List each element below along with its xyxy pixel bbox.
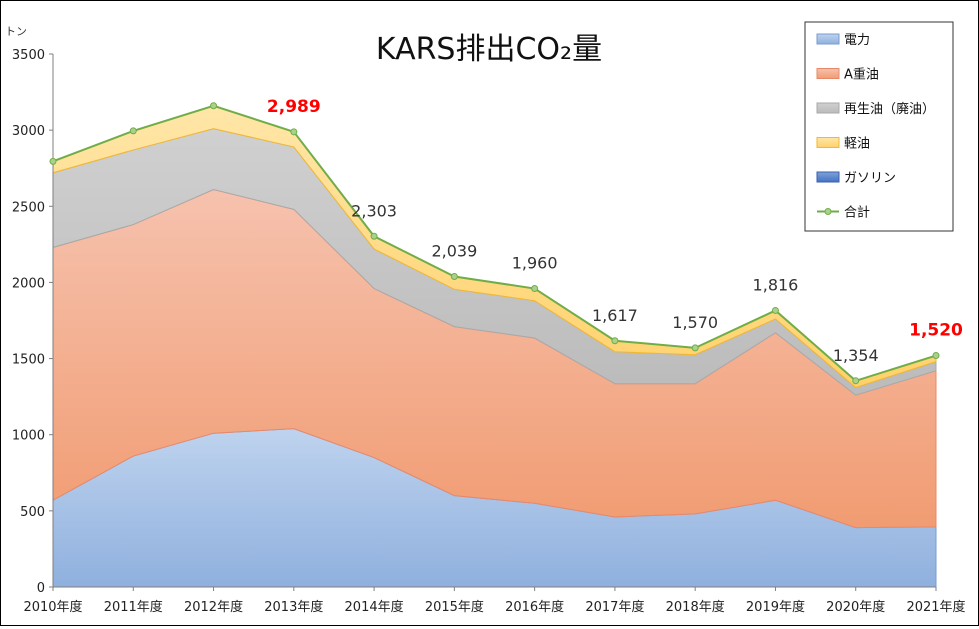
y-tick-label: 500 <box>20 505 45 520</box>
y-tick-label: 3500 <box>12 48 45 63</box>
data-label: 2,039 <box>431 241 477 260</box>
legend-swatch-軽油 <box>816 137 840 148</box>
x-tick-label: 2013年度 <box>264 599 323 615</box>
area-layers <box>52 105 937 588</box>
x-tick-label: 2012年度 <box>184 599 243 615</box>
legend-box <box>804 21 954 232</box>
total-point <box>611 337 619 345</box>
total-point <box>691 344 699 352</box>
legend-swatch-電力 <box>816 33 840 45</box>
data-label: 1,520 <box>909 321 963 341</box>
legend-label: 電力 <box>844 33 870 48</box>
data-label: 1,570 <box>672 313 718 332</box>
total-point <box>852 377 860 385</box>
data-label: 1,960 <box>512 254 558 273</box>
y-tick-label: 0 <box>37 581 45 596</box>
x-tick-label: 2021年度 <box>906 599 965 615</box>
total-point <box>450 272 458 280</box>
legend-label: 合計 <box>844 205 870 221</box>
total-point <box>370 232 378 240</box>
x-tick-label: 2017年度 <box>585 599 644 615</box>
chart-title: KARS排出CO₂量 <box>376 32 602 67</box>
y-tick-label: 1000 <box>12 429 45 444</box>
data-labels: 2,989 2,303 2,039 1,960 1,617 1,570 1,816 1,354… <box>267 97 963 365</box>
total-point <box>129 127 137 135</box>
total-point <box>210 102 218 110</box>
legend-marker-total <box>824 208 832 215</box>
y-axis-unit: トン <box>5 25 27 38</box>
legend-swatch-ガソリン <box>816 171 840 183</box>
data-label: 1,354 <box>833 346 879 365</box>
total-line <box>52 104 937 382</box>
total-point <box>771 306 779 314</box>
x-tick-label: 2020年度 <box>826 599 885 615</box>
legend-swatch-再生油廃油 <box>816 102 840 114</box>
legend-label: 軽油 <box>844 137 870 152</box>
data-label: 1,816 <box>753 275 799 294</box>
x-tick-label: 2019年度 <box>746 599 805 615</box>
legend-label: A重油 <box>844 67 879 83</box>
total-point <box>932 352 940 360</box>
total-point <box>290 128 298 136</box>
legend-swatch-A重油 <box>816 68 840 79</box>
x-tick-label: 2014年度 <box>345 599 404 615</box>
legend-label: 再生油（廃油） <box>844 101 935 117</box>
total-point <box>49 157 57 165</box>
y-tick-label: 2500 <box>12 200 45 215</box>
data-label: 1,617 <box>592 306 638 325</box>
x-tick-label: 2011年度 <box>104 599 163 615</box>
x-tick-label: 2015年度 <box>425 599 484 615</box>
data-label: 2,989 <box>267 97 321 117</box>
legend-label: ガソリン <box>844 171 896 186</box>
total-point <box>531 285 539 293</box>
data-label: 2,303 <box>351 201 397 220</box>
x-tick-label: 2018年度 <box>666 599 725 615</box>
total-line-layer <box>49 102 940 385</box>
y-tick-label: 3000 <box>12 124 45 139</box>
x-tick-label: 2016年度 <box>505 599 564 615</box>
axes: 0 500 1000 1500 2000 2500 3000 3500 2010年度 2011年度… <box>12 48 966 615</box>
x-tick-label: 2010年度 <box>23 599 82 615</box>
y-tick-label: 2000 <box>12 276 45 291</box>
y-tick-label: 1500 <box>12 353 45 368</box>
